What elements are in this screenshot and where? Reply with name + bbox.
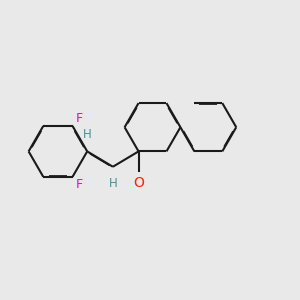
Text: F: F bbox=[75, 178, 82, 191]
Text: H: H bbox=[83, 128, 92, 141]
Text: O: O bbox=[133, 176, 144, 190]
Text: F: F bbox=[75, 112, 82, 124]
Text: H: H bbox=[109, 177, 117, 190]
